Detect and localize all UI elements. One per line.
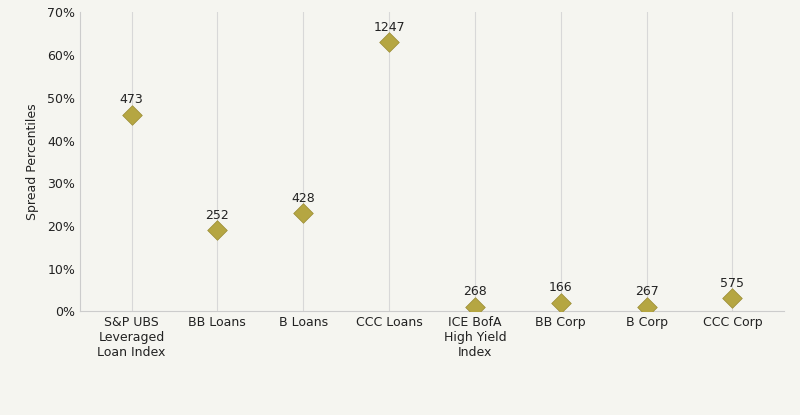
Text: 473: 473 — [120, 93, 143, 106]
Y-axis label: Spread Percentiles: Spread Percentiles — [26, 103, 39, 220]
Text: 1247: 1247 — [374, 21, 405, 34]
Point — [211, 227, 224, 234]
Point — [640, 304, 653, 310]
Text: 252: 252 — [206, 209, 230, 222]
Text: 268: 268 — [463, 286, 487, 298]
Text: 575: 575 — [721, 277, 745, 290]
Point — [726, 295, 739, 302]
Point — [125, 112, 138, 118]
Text: 166: 166 — [549, 281, 573, 294]
Point — [297, 210, 310, 216]
Point — [554, 299, 567, 306]
Text: 267: 267 — [634, 286, 658, 298]
Point — [469, 304, 482, 310]
Point — [382, 39, 395, 46]
Text: 428: 428 — [291, 192, 315, 205]
